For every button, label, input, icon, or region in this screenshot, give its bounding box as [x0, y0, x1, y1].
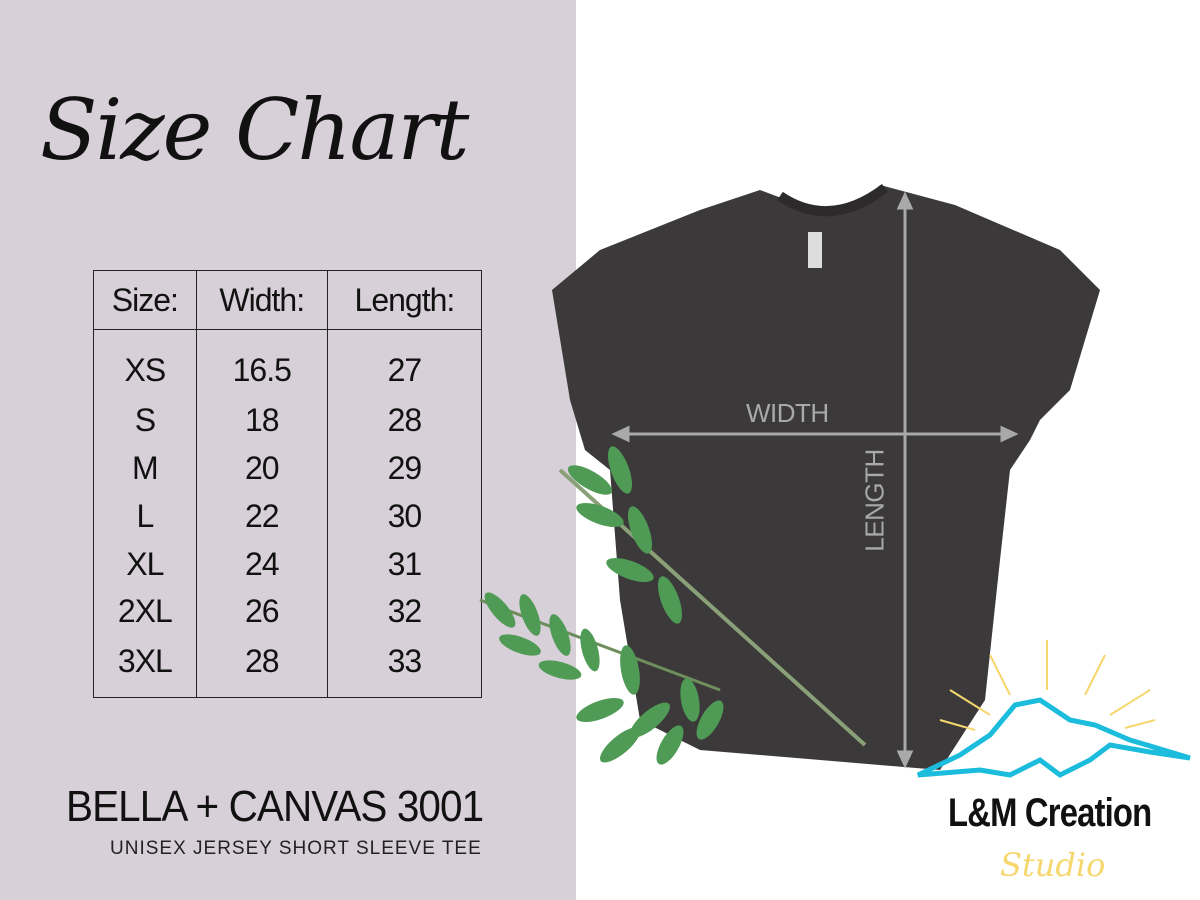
- header-size: Size:: [93, 270, 197, 330]
- length-arrow: [896, 191, 914, 769]
- table-row: XL 24 31: [93, 540, 483, 588]
- cell-width: 16.5: [195, 329, 328, 397]
- logo-script: Studio: [1000, 846, 1106, 884]
- header-width: Width:: [195, 270, 328, 330]
- logo-name: L&M Creation: [948, 791, 1152, 835]
- header-length: Length:: [326, 270, 483, 330]
- cell-size: 2XL: [93, 587, 197, 636]
- cell-length: 32: [326, 587, 483, 636]
- cell-width: 20: [195, 444, 328, 493]
- cell-length: 33: [326, 635, 483, 698]
- product-description: UNISEX JERSEY SHORT SLEEVE TEE: [110, 838, 482, 859]
- table-row: 2XL 26 32: [93, 587, 483, 636]
- cell-width: 24: [195, 540, 328, 588]
- table-row: 3XL 28 33: [93, 635, 483, 698]
- leaf-branch: [479, 446, 867, 765]
- table-row: L 22 30: [93, 492, 483, 541]
- cell-size: 3XL: [93, 635, 197, 698]
- size-table: Size: Width: Length: XS 16.5 27 S 18 28 M 20 29 L…: [93, 270, 483, 698]
- table-row: M 20 29: [93, 444, 483, 493]
- cell-size: M: [93, 444, 197, 493]
- product-brand: BELLA + CANVAS 3001: [66, 782, 484, 831]
- cell-length: 28: [326, 396, 483, 445]
- page-title: Size Chart: [40, 81, 469, 179]
- width-arrow: [611, 425, 1019, 443]
- cell-length: 29: [326, 444, 483, 493]
- width-label: WIDTH: [746, 398, 829, 428]
- cell-size: XS: [93, 329, 197, 397]
- length-label: LENGTH: [859, 449, 890, 552]
- cell-size: XL: [93, 540, 197, 588]
- cell-length: 30: [326, 492, 483, 541]
- tshirt-shape: [552, 185, 1100, 770]
- cell-width: 18: [195, 396, 328, 445]
- logo-mountain-icon: [916, 697, 1191, 778]
- cell-size: L: [93, 492, 197, 541]
- cell-size: S: [93, 396, 197, 445]
- logo-sun-rays: [939, 640, 1156, 731]
- cell-length: 31: [326, 540, 483, 588]
- cell-length: 27: [326, 329, 483, 397]
- cell-width: 22: [195, 492, 328, 541]
- table-row: XS 16.5 27: [93, 329, 483, 397]
- table-row: S 18 28: [93, 396, 483, 445]
- shirt-tag: [808, 232, 822, 268]
